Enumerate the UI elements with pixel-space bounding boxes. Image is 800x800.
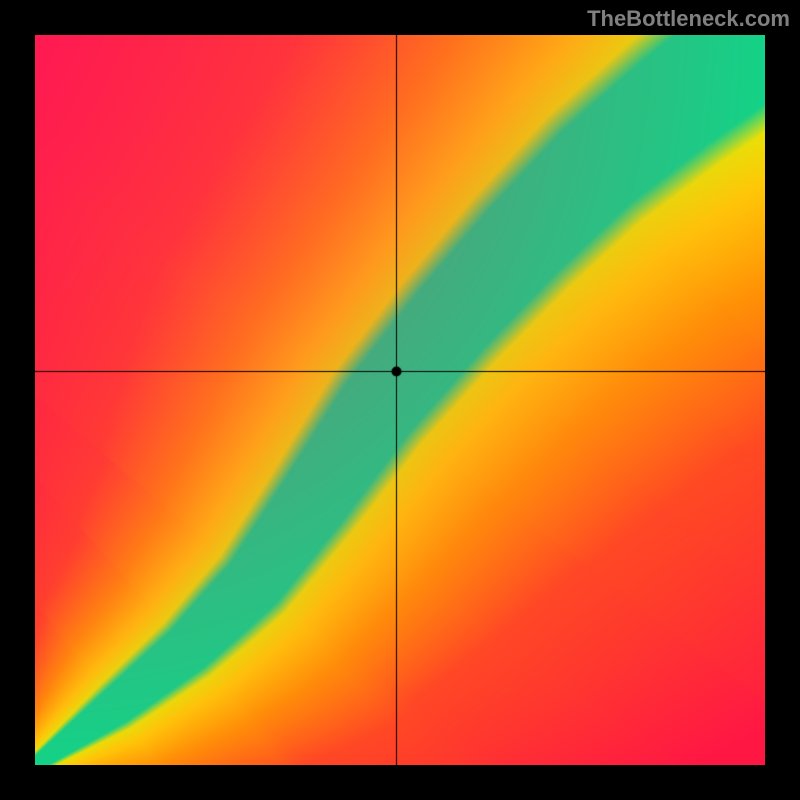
watermark-text: TheBottleneck.com bbox=[587, 6, 790, 32]
figure-root: TheBottleneck.com bbox=[0, 0, 800, 800]
bottleneck-heatmap bbox=[35, 35, 765, 765]
